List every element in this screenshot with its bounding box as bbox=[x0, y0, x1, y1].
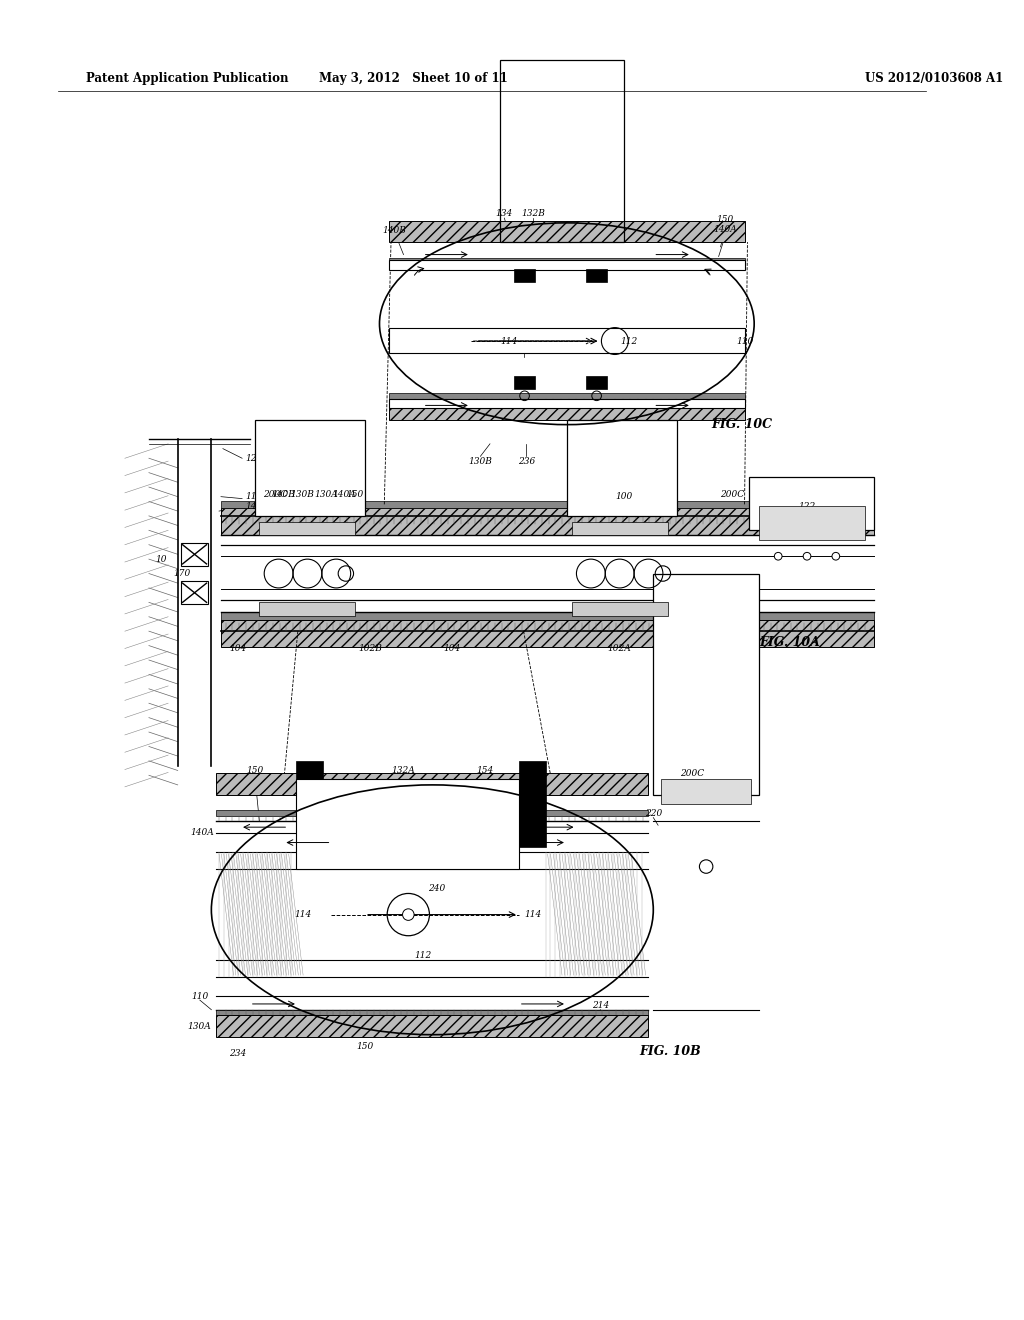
FancyBboxPatch shape bbox=[389, 260, 744, 271]
FancyBboxPatch shape bbox=[514, 269, 536, 282]
Text: 234: 234 bbox=[228, 1049, 246, 1059]
FancyBboxPatch shape bbox=[389, 259, 744, 264]
Text: 130A: 130A bbox=[187, 1023, 211, 1031]
FancyBboxPatch shape bbox=[216, 1010, 648, 1015]
Text: 100: 100 bbox=[615, 492, 633, 502]
Circle shape bbox=[803, 552, 811, 560]
Text: May 3, 2012   Sheet 10 of 11: May 3, 2012 Sheet 10 of 11 bbox=[318, 73, 508, 86]
FancyBboxPatch shape bbox=[259, 521, 355, 535]
FancyBboxPatch shape bbox=[389, 399, 744, 420]
Text: 200C: 200C bbox=[263, 490, 287, 499]
FancyBboxPatch shape bbox=[586, 269, 607, 282]
FancyBboxPatch shape bbox=[389, 393, 744, 399]
FancyBboxPatch shape bbox=[221, 619, 874, 647]
FancyBboxPatch shape bbox=[750, 478, 874, 531]
Text: 170: 170 bbox=[173, 569, 190, 578]
FancyBboxPatch shape bbox=[221, 612, 874, 619]
Text: 110: 110 bbox=[245, 492, 262, 502]
FancyBboxPatch shape bbox=[216, 774, 648, 795]
Text: 120: 120 bbox=[816, 521, 833, 531]
Text: FIG. 10A: FIG. 10A bbox=[759, 636, 820, 649]
Ellipse shape bbox=[381, 224, 754, 424]
Text: 104: 104 bbox=[443, 644, 460, 653]
Text: 110: 110 bbox=[736, 337, 754, 346]
Text: 150: 150 bbox=[717, 215, 734, 224]
FancyBboxPatch shape bbox=[571, 602, 668, 616]
Text: 112: 112 bbox=[621, 337, 638, 346]
Text: FIG. 10B: FIG. 10B bbox=[639, 1045, 700, 1059]
Text: 140A: 140A bbox=[332, 490, 355, 499]
Text: 114: 114 bbox=[294, 909, 311, 919]
Text: Patent Application Publication: Patent Application Publication bbox=[86, 73, 289, 86]
Text: 130A: 130A bbox=[314, 490, 339, 499]
FancyBboxPatch shape bbox=[389, 399, 744, 408]
Text: 154: 154 bbox=[476, 766, 494, 775]
Text: 112: 112 bbox=[414, 952, 431, 961]
FancyBboxPatch shape bbox=[216, 810, 648, 816]
Text: 150: 150 bbox=[246, 766, 263, 775]
FancyBboxPatch shape bbox=[255, 420, 366, 516]
Text: 140A: 140A bbox=[714, 226, 737, 234]
Text: 114: 114 bbox=[501, 337, 518, 346]
Text: 12: 12 bbox=[245, 454, 256, 463]
Text: 150: 150 bbox=[356, 1041, 374, 1051]
Text: 122: 122 bbox=[799, 502, 816, 511]
Text: 240: 240 bbox=[428, 884, 445, 894]
FancyBboxPatch shape bbox=[221, 500, 874, 508]
FancyBboxPatch shape bbox=[296, 779, 519, 870]
Text: 132A: 132A bbox=[391, 766, 416, 775]
FancyBboxPatch shape bbox=[296, 760, 323, 847]
FancyBboxPatch shape bbox=[389, 220, 744, 242]
Text: 132B: 132B bbox=[521, 209, 545, 218]
FancyBboxPatch shape bbox=[759, 507, 864, 540]
FancyBboxPatch shape bbox=[180, 543, 208, 566]
FancyBboxPatch shape bbox=[567, 420, 677, 516]
FancyBboxPatch shape bbox=[571, 521, 668, 535]
Text: 14: 14 bbox=[245, 502, 256, 511]
FancyBboxPatch shape bbox=[586, 376, 607, 389]
FancyBboxPatch shape bbox=[653, 573, 759, 795]
Text: 214: 214 bbox=[592, 1002, 609, 1010]
Text: 10: 10 bbox=[156, 554, 167, 564]
Ellipse shape bbox=[212, 785, 653, 1034]
Ellipse shape bbox=[381, 224, 754, 424]
FancyBboxPatch shape bbox=[259, 602, 355, 616]
FancyBboxPatch shape bbox=[660, 779, 752, 804]
Text: 114: 114 bbox=[524, 909, 542, 919]
Text: 104: 104 bbox=[229, 644, 247, 653]
Text: 110: 110 bbox=[191, 991, 209, 1001]
Text: 140B: 140B bbox=[382, 226, 406, 235]
Text: 102B: 102B bbox=[358, 644, 382, 653]
Text: 134: 134 bbox=[496, 209, 513, 218]
Text: 236: 236 bbox=[518, 457, 536, 466]
FancyBboxPatch shape bbox=[180, 581, 208, 605]
Text: 220: 220 bbox=[645, 809, 662, 818]
Text: 200C: 200C bbox=[680, 768, 703, 777]
Text: 130B: 130B bbox=[291, 490, 314, 499]
FancyBboxPatch shape bbox=[519, 760, 546, 847]
Circle shape bbox=[402, 909, 414, 920]
Text: 130B: 130B bbox=[468, 457, 493, 466]
Text: 140B: 140B bbox=[271, 490, 295, 499]
Text: 200C: 200C bbox=[720, 490, 744, 499]
Circle shape bbox=[699, 859, 713, 874]
FancyBboxPatch shape bbox=[514, 376, 536, 389]
Circle shape bbox=[831, 552, 840, 560]
FancyBboxPatch shape bbox=[389, 327, 744, 352]
Circle shape bbox=[774, 552, 782, 560]
Text: 102A: 102A bbox=[608, 644, 632, 653]
FancyBboxPatch shape bbox=[221, 508, 874, 535]
Text: US 2012/0103608 A1: US 2012/0103608 A1 bbox=[864, 73, 1002, 86]
Text: 150: 150 bbox=[347, 490, 365, 499]
Text: FIG. 10C: FIG. 10C bbox=[711, 418, 772, 432]
Ellipse shape bbox=[380, 223, 754, 424]
FancyBboxPatch shape bbox=[216, 1015, 648, 1036]
Text: 140A: 140A bbox=[189, 829, 214, 837]
